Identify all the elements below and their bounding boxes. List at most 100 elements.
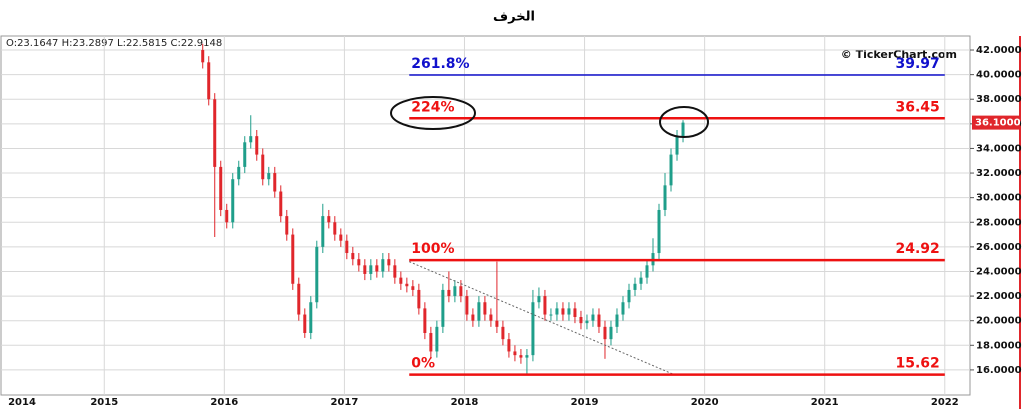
candle-body <box>399 277 403 284</box>
candle-body <box>327 216 331 223</box>
candle-body <box>441 289 445 327</box>
x-tick-label: 2016 <box>210 397 238 408</box>
candle-body <box>243 142 247 167</box>
candle-body <box>201 50 205 63</box>
y-tick-label: 38.0000 <box>976 94 1022 105</box>
candle-body <box>543 296 547 315</box>
candle-body <box>255 136 259 155</box>
fib-level-label: 224% <box>411 99 454 115</box>
candle-body <box>231 179 235 223</box>
x-tick-label: 2021 <box>811 397 839 408</box>
grid-layer: 16.0000 18.0000 20.0000 22.0000 24.0000 26.00… <box>1 36 1022 408</box>
candle-body <box>675 136 679 155</box>
candle-body <box>459 286 463 297</box>
candle-body <box>339 234 343 241</box>
candle-body <box>369 265 373 274</box>
marks-layer <box>201 43 685 375</box>
annotation-ellipse <box>390 96 476 130</box>
candle-body <box>207 62 211 100</box>
overlay-layer: 0% 15.62 100% 24.92 224% 36.45 261.8% 39.97 36.1… <box>409 56 1021 376</box>
x-tick-label: 2017 <box>330 397 358 408</box>
candle-body <box>525 355 529 358</box>
y-tick-label: 40.0000 <box>976 70 1022 81</box>
candle-body <box>561 308 565 315</box>
candle-body <box>285 216 289 235</box>
fib-value-label: 36.45 <box>895 99 939 115</box>
x-tick-label: 2014 <box>8 397 36 408</box>
y-tick-label: 32.0000 <box>976 168 1022 179</box>
fib-value-label: 15.62 <box>895 356 939 372</box>
candle-body <box>249 136 253 143</box>
y-tick-label: 30.0000 <box>976 193 1022 204</box>
candle-body <box>351 253 355 260</box>
candle-body <box>435 326 439 352</box>
candle-body <box>213 99 217 167</box>
candle-body <box>573 308 577 317</box>
candle-body <box>423 308 427 333</box>
fib-level-label: 100% <box>411 241 454 257</box>
candle-body <box>465 296 469 315</box>
last-price-tag <box>972 115 1020 130</box>
candle-body <box>609 326 613 340</box>
candle-body <box>279 191 283 217</box>
x-tick-label: 2019 <box>571 397 599 408</box>
candle-body <box>645 265 649 278</box>
candle-body <box>555 308 559 315</box>
candle-body <box>309 302 313 333</box>
candle-body <box>591 314 595 321</box>
candle-body <box>531 302 535 356</box>
fib-value-label: 39.97 <box>895 56 939 72</box>
last-price-label: 36.1000 <box>975 118 1021 129</box>
watermark: © TickerChart.com <box>841 48 957 61</box>
chart-title: الخرف <box>493 10 535 25</box>
fib-value-label: 24.92 <box>895 241 939 257</box>
y-tick-label: 16.0000 <box>976 365 1022 376</box>
x-tick-label: 2018 <box>451 397 479 408</box>
candle-body <box>393 265 397 278</box>
candle-body <box>681 122 685 137</box>
y-tick-label: 20.0000 <box>976 316 1022 327</box>
candle-body <box>639 277 643 284</box>
candle-body <box>267 173 271 180</box>
candle-body <box>405 283 409 287</box>
candle-body <box>387 259 391 266</box>
candle-body <box>333 222 337 235</box>
trendline <box>409 261 675 376</box>
x-tick-label: 2022 <box>931 397 959 408</box>
candle-body <box>669 154 673 186</box>
candle-body <box>663 185 667 210</box>
candle-body <box>633 283 637 290</box>
candle-body <box>273 173 277 192</box>
candle-body <box>507 339 511 352</box>
candle-body <box>501 326 505 340</box>
candle-body <box>597 314 601 327</box>
candle-body <box>429 332 433 352</box>
candle-body <box>291 234 295 284</box>
candle-body <box>237 166 241 180</box>
plot-frame <box>0 35 971 396</box>
candle-body <box>627 289 631 303</box>
x-tick-label: 2020 <box>691 397 719 408</box>
candle-body <box>519 355 523 358</box>
candle-body <box>615 314 619 327</box>
candle-body <box>225 209 229 223</box>
candle-body <box>513 351 517 356</box>
candle-body <box>303 314 307 333</box>
candle-body <box>549 314 553 316</box>
candle-body <box>453 286 457 297</box>
candle-body <box>297 283 301 315</box>
candle-body <box>447 289 451 297</box>
candle-body <box>411 286 415 290</box>
candle-body <box>495 320 499 327</box>
candle-body <box>621 302 625 315</box>
candle-body <box>375 265 379 272</box>
y-tick-label: 22.0000 <box>976 291 1022 302</box>
ohlc-header: O:23.1647 H:23.2897 L:22.5815 C:22.9148 <box>6 38 222 49</box>
candle-body <box>357 259 361 266</box>
y-tick-label: 18.0000 <box>976 340 1022 351</box>
candle-body <box>585 320 589 324</box>
y-tick-label: 26.0000 <box>976 242 1022 253</box>
fib-level-label: 0% <box>411 356 435 372</box>
